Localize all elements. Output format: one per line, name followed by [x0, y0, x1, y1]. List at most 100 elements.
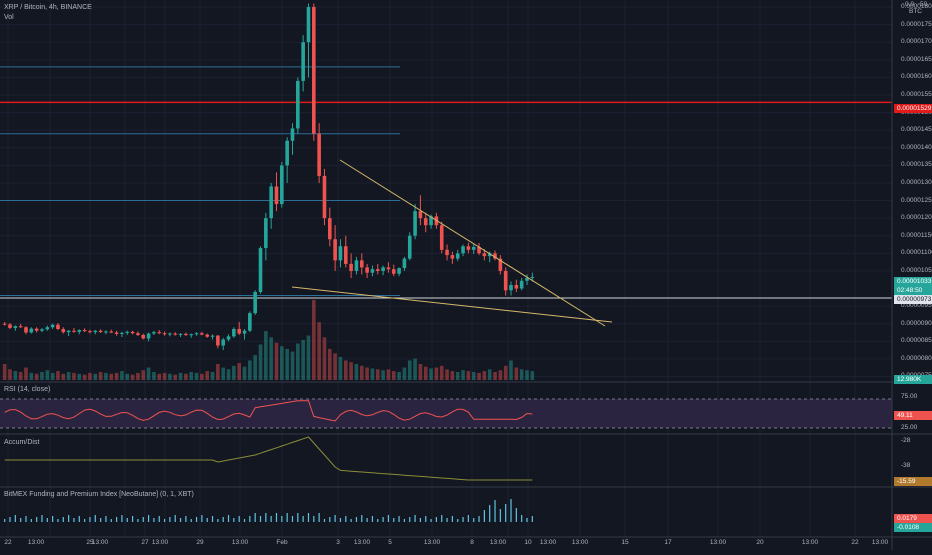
funding-bar — [52, 516, 54, 522]
volume-bar — [407, 360, 412, 380]
price-tick: 0.00000800 — [901, 354, 932, 362]
candle-body — [114, 332, 119, 334]
funding-bar — [137, 519, 139, 522]
candle-body — [130, 331, 135, 334]
rsi-pane — [0, 398, 892, 429]
funding-bar — [20, 518, 22, 522]
candle-body — [242, 330, 247, 334]
volume-bar — [370, 368, 375, 380]
candle-body — [386, 267, 391, 270]
candle-body — [82, 330, 87, 332]
funding-bar — [275, 513, 278, 522]
candle-body — [104, 331, 108, 333]
candle-body — [525, 277, 529, 281]
candle-body — [120, 332, 124, 334]
candle-body — [221, 339, 225, 346]
volume-bar — [514, 367, 519, 380]
funding-bar — [195, 517, 198, 522]
candle-body — [184, 333, 188, 335]
time-tick: 22 — [851, 539, 859, 546]
funding-bar — [14, 515, 16, 522]
price-tick: 0.00001600 — [901, 73, 932, 81]
candle-body — [157, 332, 162, 334]
volume-bar — [487, 369, 492, 380]
candle-body — [269, 186, 273, 219]
funding-bar — [403, 519, 406, 522]
candle-body — [498, 258, 503, 271]
funding-bar — [441, 515, 443, 522]
candle-body — [429, 216, 433, 226]
candle-body — [253, 292, 257, 314]
volume-bar — [2, 364, 7, 380]
candle-body — [461, 246, 465, 254]
volume-bar — [359, 365, 364, 380]
candle-body — [93, 330, 98, 333]
accum-value-label: -15.59 — [894, 477, 932, 486]
volume-bar — [482, 371, 487, 380]
candle-body — [109, 331, 114, 333]
candle-body — [13, 326, 18, 328]
volume-bar — [88, 372, 92, 380]
volume-bar — [109, 373, 114, 380]
volume-bar — [66, 372, 71, 380]
candle-body — [88, 331, 92, 333]
candle-body — [445, 249, 449, 256]
funding-bar — [265, 513, 267, 522]
funding-bar — [94, 515, 96, 522]
volume-bar — [178, 372, 183, 380]
volume-bar — [349, 362, 353, 380]
funding-bar — [339, 518, 342, 522]
funding-bar — [211, 516, 214, 522]
funding-bar — [419, 518, 422, 522]
candle-body — [258, 248, 263, 293]
volume-bar — [274, 342, 279, 380]
time-tick: 13:00 — [423, 539, 441, 546]
funding-bar — [190, 519, 192, 522]
funding-bar — [185, 516, 187, 522]
candle-body — [146, 333, 151, 339]
candle-body — [493, 253, 497, 259]
volume-bar — [509, 360, 513, 380]
time-tick: 15 — [621, 539, 629, 546]
candle-body — [455, 253, 460, 259]
funding-bar — [345, 516, 347, 522]
funding-bar — [100, 518, 102, 522]
volume-bar — [461, 370, 465, 380]
candle-body — [375, 269, 380, 271]
volume-value-label: 12.980K — [894, 375, 932, 384]
funding-bar — [531, 516, 533, 522]
funding-bar — [179, 518, 182, 522]
candle-body — [173, 333, 178, 335]
price-tick: 0.00001150 — [901, 231, 932, 239]
price-tick: 0.00001800 — [901, 3, 932, 11]
time-tick: 13:00 — [571, 539, 589, 546]
funding-bar — [473, 518, 475, 522]
candle-body — [237, 328, 241, 334]
funding-bar — [227, 515, 230, 522]
candle-body — [514, 285, 519, 289]
time-tick: Feb — [276, 539, 288, 546]
price-tick: 0.00000850 — [901, 337, 932, 345]
funding-bar — [414, 515, 416, 522]
support-trendline — [291, 286, 613, 323]
candle-body — [34, 328, 39, 331]
volume-bar — [343, 360, 348, 380]
candle-body — [322, 175, 327, 219]
time-tick: 22 — [4, 539, 12, 546]
funding-title: BitMEX Funding and Premium Index [NeoBut… — [4, 491, 194, 498]
candle-body — [72, 330, 76, 332]
funding-bar — [430, 519, 432, 522]
candle-body — [370, 269, 375, 273]
candle-body — [24, 327, 28, 333]
volume-bar — [429, 368, 433, 380]
candle-body — [407, 235, 412, 259]
funding-bar — [254, 513, 256, 522]
volume-bar — [381, 370, 385, 380]
funding-bar — [446, 518, 448, 522]
price-tick: 0.00001450 — [901, 126, 932, 134]
volume-bar — [264, 331, 268, 380]
volume-bar — [72, 372, 76, 380]
